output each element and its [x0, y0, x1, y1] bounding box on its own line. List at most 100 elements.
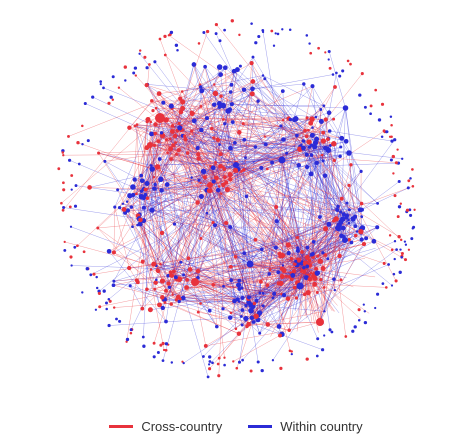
node-48	[319, 259, 323, 263]
node-298	[353, 233, 358, 238]
node-413	[225, 108, 231, 114]
node-104	[153, 131, 158, 136]
node-597	[380, 102, 385, 106]
node-393	[250, 79, 256, 84]
node-389	[241, 122, 245, 126]
edge-899	[211, 85, 313, 129]
edge-1133	[319, 238, 367, 323]
node-512	[310, 84, 315, 89]
node-556	[63, 248, 67, 252]
node-659	[398, 270, 402, 274]
node-162	[178, 297, 182, 301]
legend-swatch-within	[248, 424, 273, 428]
node-559	[161, 341, 165, 346]
node-544	[404, 243, 408, 246]
edge-667	[140, 180, 143, 196]
node-34	[294, 296, 299, 300]
node-781	[233, 162, 239, 168]
edge-1080	[147, 117, 208, 199]
edge-1186	[239, 159, 283, 281]
edge-1171	[249, 166, 308, 265]
node-715	[250, 22, 253, 25]
node-680	[374, 88, 378, 92]
edge-644	[89, 175, 142, 188]
edge-466	[301, 148, 342, 280]
edge-589	[314, 242, 352, 279]
edge-973	[98, 149, 179, 154]
node-243	[303, 128, 307, 133]
node-130	[180, 295, 186, 301]
node-326	[158, 176, 164, 182]
node-278	[360, 215, 364, 219]
edge-996	[159, 304, 167, 322]
edge-1277	[209, 184, 227, 224]
edge-1034	[164, 302, 239, 334]
edge-1225	[188, 164, 237, 259]
node-47	[295, 248, 300, 253]
node-629	[129, 331, 133, 335]
node-127	[140, 259, 145, 264]
edge-892	[178, 239, 256, 298]
node-405	[261, 74, 265, 77]
node-640	[223, 356, 226, 359]
node-327	[129, 205, 134, 209]
node-579	[290, 352, 293, 356]
edge-1285	[149, 144, 224, 185]
node-450	[134, 278, 139, 283]
node-431	[359, 201, 364, 206]
node-377	[232, 298, 237, 304]
node-770	[288, 349, 292, 353]
node-310	[149, 164, 153, 167]
edge-994	[197, 69, 238, 149]
node-197	[221, 184, 225, 188]
node-670	[254, 41, 258, 45]
node-426	[322, 104, 326, 108]
node-396	[250, 86, 255, 92]
node-731	[223, 363, 226, 367]
node-632	[138, 52, 141, 55]
node-96	[168, 137, 172, 140]
node-89	[149, 131, 155, 137]
node-322	[152, 186, 157, 191]
node-475	[337, 253, 342, 259]
edge-888	[113, 279, 188, 286]
node-744	[208, 355, 212, 359]
node-743	[156, 351, 160, 354]
edge-1507	[143, 145, 155, 338]
node-291	[353, 214, 358, 219]
edge-1366	[304, 267, 328, 295]
node-112	[185, 151, 190, 155]
edge-1457	[238, 162, 399, 170]
node-583	[182, 361, 185, 365]
node-492	[164, 319, 168, 324]
node-667	[161, 359, 165, 362]
edge-862	[262, 75, 324, 107]
edge-1293	[138, 144, 151, 219]
node-522	[326, 257, 330, 261]
node-778	[246, 260, 254, 268]
node-760	[230, 19, 234, 23]
node-192	[222, 167, 227, 172]
node-64	[290, 272, 296, 278]
node-683	[305, 357, 309, 361]
node-453	[152, 175, 156, 179]
edge-834	[262, 75, 307, 155]
node-82	[183, 136, 188, 142]
edge-318	[129, 267, 137, 281]
node-142	[186, 256, 191, 261]
node-526	[319, 108, 323, 111]
edge-1483	[159, 38, 231, 228]
edge-917	[113, 280, 137, 286]
node-238	[301, 139, 306, 143]
edge-244	[129, 125, 173, 128]
edge-1065	[146, 84, 273, 163]
edge-1304	[279, 239, 346, 336]
node-186	[210, 165, 216, 171]
edge-1038	[312, 86, 317, 118]
edge-1480	[216, 24, 310, 143]
node-331	[123, 210, 128, 215]
node-121	[181, 128, 185, 132]
node-576	[411, 168, 414, 171]
node-293	[345, 201, 349, 205]
edge-953	[198, 311, 290, 331]
